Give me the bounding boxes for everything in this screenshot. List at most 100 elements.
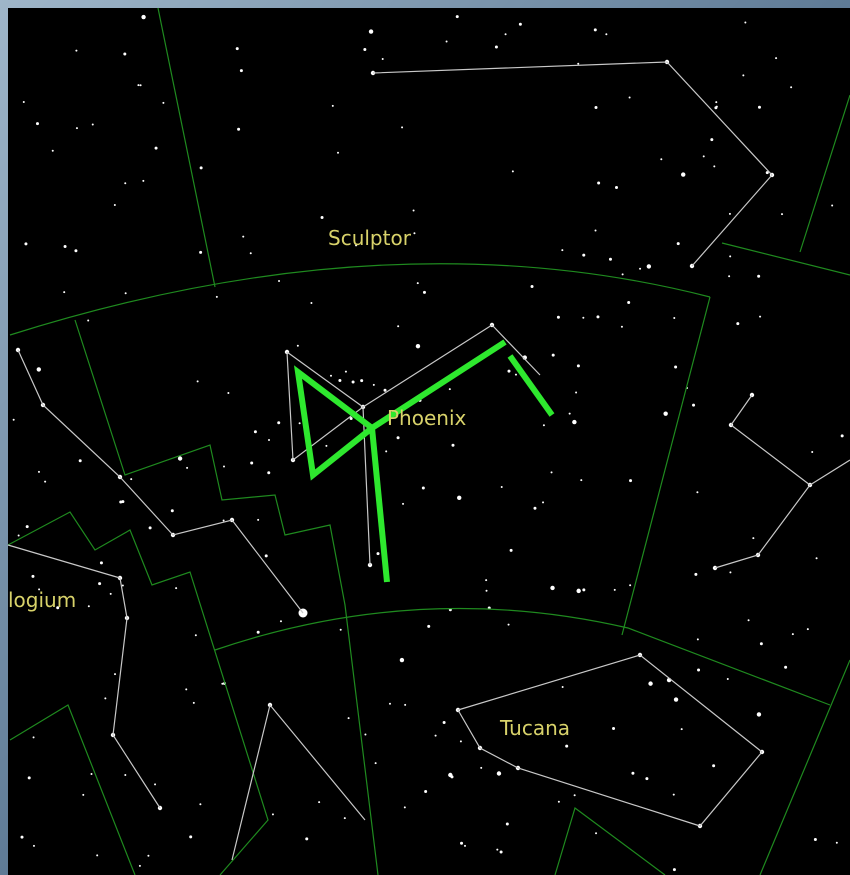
constellation-label: Tucana	[499, 716, 570, 740]
star	[325, 444, 328, 447]
star	[154, 146, 158, 150]
star	[344, 370, 347, 373]
star	[278, 280, 281, 283]
star	[729, 571, 732, 574]
constellation-label: logium	[8, 588, 76, 612]
star	[63, 245, 67, 249]
star	[412, 209, 415, 212]
star	[162, 101, 165, 104]
star	[674, 365, 678, 369]
star	[459, 740, 462, 743]
star	[759, 315, 762, 318]
star	[573, 794, 576, 797]
boundary	[74, 319, 379, 875]
star	[775, 57, 778, 60]
star	[485, 579, 488, 582]
star	[597, 181, 601, 185]
star	[568, 412, 571, 415]
star	[533, 506, 537, 510]
constellation-line	[231, 703, 366, 861]
star	[673, 316, 676, 319]
constellation-label: Sculptor	[328, 226, 412, 250]
star	[550, 471, 553, 474]
star	[415, 343, 421, 349]
star	[582, 316, 585, 319]
star	[728, 275, 731, 278]
star	[148, 526, 152, 530]
star	[17, 534, 20, 537]
star	[726, 678, 729, 681]
constellation-line	[17, 349, 304, 614]
star	[728, 212, 731, 215]
star	[765, 171, 769, 175]
star	[235, 47, 239, 51]
star	[38, 588, 41, 591]
star	[595, 832, 598, 835]
star	[360, 379, 364, 383]
star	[463, 844, 466, 847]
star	[646, 264, 652, 269]
star	[507, 369, 511, 373]
star	[572, 419, 577, 425]
star	[98, 582, 102, 586]
boundary	[9, 263, 711, 336]
star	[500, 486, 503, 489]
star	[672, 793, 675, 796]
star	[784, 665, 788, 669]
drawn-line	[369, 427, 390, 583]
star	[504, 33, 507, 36]
star	[694, 572, 698, 576]
star	[648, 681, 653, 686]
star	[31, 574, 35, 578]
star	[385, 450, 388, 453]
star	[811, 450, 814, 453]
star	[222, 465, 225, 468]
star	[227, 392, 230, 395]
star	[442, 720, 446, 724]
boundary	[214, 607, 831, 706]
star	[296, 344, 299, 347]
star	[221, 682, 224, 685]
star	[364, 733, 367, 736]
star	[594, 229, 597, 232]
star	[24, 242, 28, 246]
star	[756, 712, 762, 717]
constellation-line	[457, 654, 763, 827]
star	[257, 518, 260, 521]
star	[22, 101, 25, 104]
star	[594, 106, 598, 110]
star	[124, 182, 127, 185]
star	[424, 789, 428, 793]
star	[421, 486, 425, 490]
star	[605, 33, 608, 36]
star	[445, 40, 448, 43]
boundary	[9, 704, 136, 875]
star	[82, 793, 85, 796]
star	[576, 588, 581, 594]
star	[639, 267, 642, 270]
star	[121, 500, 125, 504]
star	[36, 367, 41, 372]
star	[267, 471, 271, 475]
star	[363, 48, 367, 52]
boundary	[621, 296, 711, 636]
star	[402, 502, 405, 505]
star	[87, 319, 90, 322]
star	[355, 244, 358, 247]
star	[279, 620, 282, 623]
star	[222, 519, 225, 522]
star	[561, 686, 564, 689]
star	[496, 848, 499, 851]
star	[381, 58, 384, 61]
star	[199, 166, 203, 170]
star	[250, 461, 254, 465]
star	[514, 373, 517, 376]
star	[35, 122, 39, 126]
star	[277, 421, 281, 425]
chart-area[interactable]	[8, 8, 850, 875]
star	[451, 443, 455, 447]
star	[242, 235, 245, 238]
star	[614, 185, 618, 189]
star	[576, 364, 580, 368]
